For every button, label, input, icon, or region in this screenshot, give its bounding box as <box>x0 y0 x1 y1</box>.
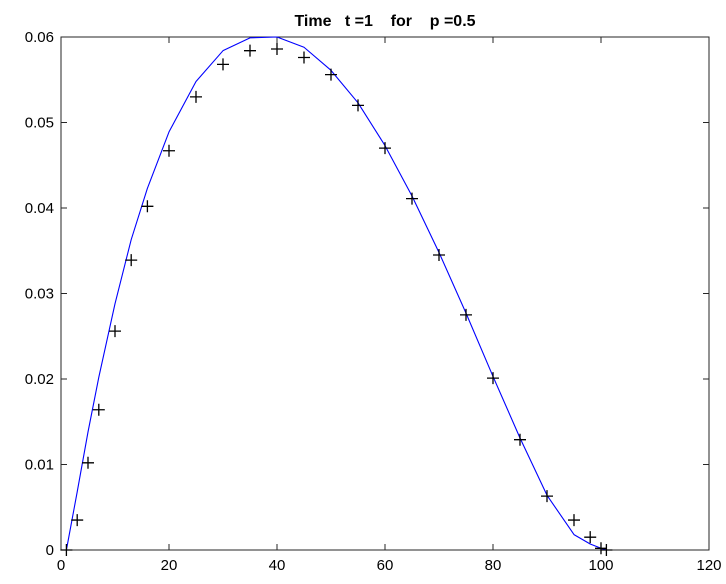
data-point-marker <box>460 308 472 321</box>
x-tick-label: 60 <box>377 557 394 574</box>
x-tick-label: 20 <box>161 557 178 574</box>
y-axis: 0 0.01 0.02 0.03 0.04 0.05 0.06 <box>25 29 709 559</box>
data-point-marker <box>271 42 283 55</box>
y-tick-label: 0.06 <box>25 29 54 46</box>
y-tick-label: 0.01 <box>25 457 54 474</box>
data-point-marker <box>125 254 138 267</box>
chart-title: Time t =1 for p =0.5 <box>294 13 475 30</box>
data-point-marker <box>514 433 526 446</box>
y-tick-label: 0.05 <box>25 115 54 132</box>
x-tick-label: 40 <box>269 557 286 574</box>
data-point-marker <box>244 44 256 57</box>
series-markers-1 <box>60 42 613 556</box>
x-tick-label: 100 <box>588 557 613 574</box>
data-point-marker <box>584 531 597 544</box>
data-point-marker <box>92 403 105 416</box>
data-point-marker <box>487 372 499 385</box>
data-point-marker <box>60 544 73 556</box>
series-line-0 <box>65 36 607 551</box>
data-point-marker <box>163 144 175 157</box>
data-point-marker <box>568 514 580 527</box>
data-point-marker <box>595 542 607 555</box>
series-layer <box>60 36 613 556</box>
data-point-marker <box>379 142 391 155</box>
data-point-marker <box>406 192 418 205</box>
data-point-marker <box>600 544 613 556</box>
data-point-marker <box>541 490 553 503</box>
data-point-marker <box>109 325 121 338</box>
x-tick-label: 0 <box>57 557 65 574</box>
data-point-marker <box>217 58 229 71</box>
data-point-marker <box>352 99 364 112</box>
x-tick-label: 80 <box>485 557 502 574</box>
plot-area <box>60 36 710 551</box>
x-tick-label: 120 <box>696 557 721 574</box>
y-tick-label: 0 <box>46 542 54 559</box>
x-axis: 0 20 40 60 80 100 120 <box>57 37 722 574</box>
data-point-marker <box>71 514 84 527</box>
y-tick-label: 0.02 <box>25 371 54 388</box>
data-point-marker <box>82 456 94 469</box>
data-point-marker <box>298 51 310 64</box>
y-tick-label: 0.03 <box>25 286 54 303</box>
y-tick-label: 0.04 <box>25 200 54 217</box>
data-point-marker <box>141 200 154 213</box>
data-point-marker <box>190 90 202 103</box>
data-point-marker <box>433 249 445 262</box>
data-point-marker <box>325 68 337 81</box>
